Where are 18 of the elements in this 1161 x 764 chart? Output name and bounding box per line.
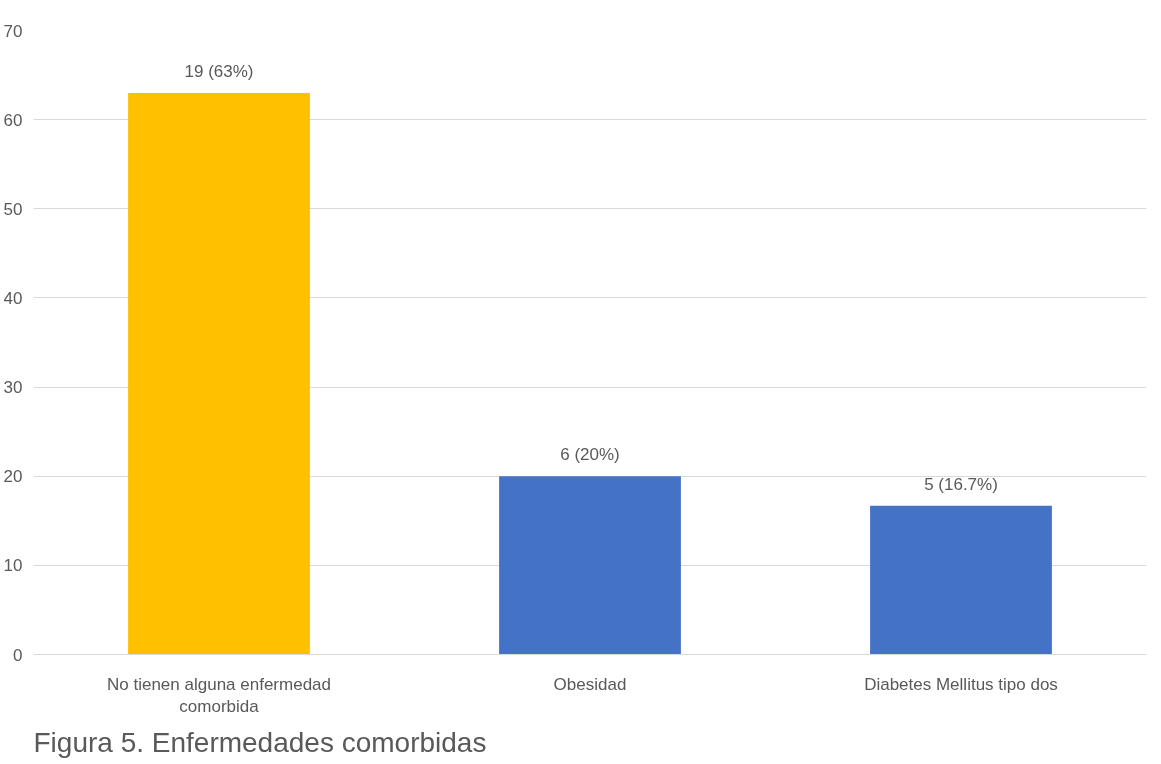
data-label: 19 (63%) bbox=[184, 61, 254, 81]
y-tick-label: 60 bbox=[3, 110, 23, 130]
y-tick-label: 0 bbox=[13, 645, 23, 665]
y-tick-label: 20 bbox=[3, 467, 23, 487]
y-tick-label: 70 bbox=[3, 21, 23, 41]
y-tick-label: 10 bbox=[3, 556, 23, 576]
data-label: 6 (20%) bbox=[560, 445, 620, 465]
x-tick-label: Diabetes Mellitus tipo dos bbox=[864, 674, 1058, 694]
x-tick-label: Obesidad bbox=[553, 674, 627, 694]
bar bbox=[128, 92, 310, 655]
data-label: 5 (16.7%) bbox=[924, 474, 998, 494]
y-tick-label: 30 bbox=[3, 378, 23, 398]
text: Figura 5. Enfermedades comorbidas bbox=[33, 726, 487, 758]
y-tick-label: 50 bbox=[3, 199, 23, 219]
x-tick-label: No tienen alguna enfermedad comorbida bbox=[107, 674, 331, 717]
bar bbox=[870, 505, 1052, 655]
y-tick-label: 40 bbox=[3, 288, 23, 308]
bar bbox=[499, 476, 681, 655]
